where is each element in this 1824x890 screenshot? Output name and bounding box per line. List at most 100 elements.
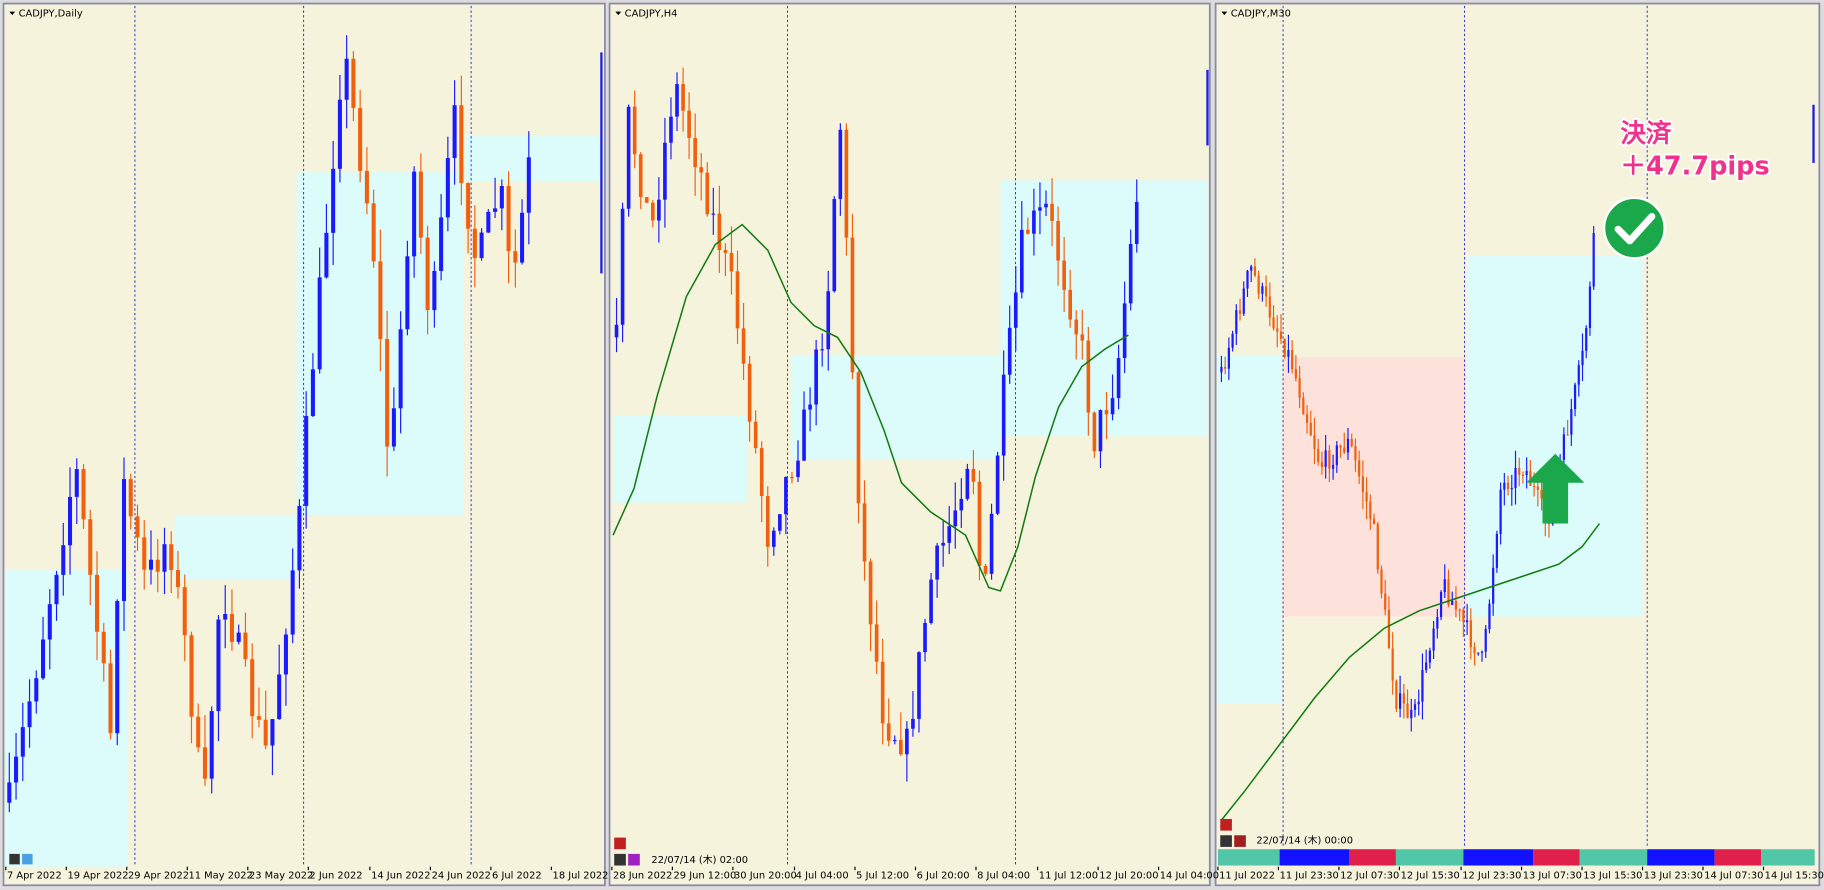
candle-body (1320, 461, 1324, 467)
candle-body (1454, 600, 1458, 610)
candle-body (868, 561, 873, 625)
candle-body (364, 170, 369, 204)
candle-body (771, 530, 776, 547)
candle-body (917, 652, 921, 719)
candle-body (681, 84, 685, 111)
candle-body (1536, 486, 1539, 490)
candle-body (1361, 476, 1364, 493)
candle-body (947, 526, 952, 543)
candle-body (1421, 670, 1424, 702)
timestamp: 22/07/14 (木) 02:00 (651, 854, 748, 866)
candle-body (41, 639, 46, 679)
candle-body (1001, 374, 1006, 456)
moving-average (612, 223, 1129, 592)
x-tick-label: 13 Jul 07:30 (1523, 870, 1582, 881)
candle-body (1369, 501, 1372, 519)
panel-menu-arrow (9, 11, 16, 16)
moving-average (1220, 523, 1601, 821)
candle-body (989, 513, 994, 574)
candle-body (526, 157, 531, 213)
x-tick-label: 13 Jul 23:30 (1644, 870, 1703, 881)
candle-body (892, 739, 897, 742)
candle-body (669, 116, 673, 143)
candle-body (155, 559, 160, 572)
candle-body (699, 167, 704, 173)
x-tick-label: 2 Jun 2022 (309, 870, 362, 881)
candle-body (1380, 569, 1383, 594)
candle-body (1365, 492, 1368, 502)
candle-body (202, 747, 207, 779)
candle-body (358, 107, 363, 171)
icon (22, 853, 33, 865)
candle-body (283, 634, 288, 675)
candle-body (1068, 289, 1073, 320)
candle-body (941, 542, 945, 546)
candle-body (1238, 310, 1242, 314)
icon (1220, 818, 1232, 831)
x-tick-label: 19 Apr 2022 (67, 870, 128, 881)
candle-body (331, 168, 336, 233)
candle-body (479, 232, 484, 259)
candle-body (983, 565, 988, 574)
x-tick-label: 11 May 2022 (188, 870, 252, 881)
candle-body (1074, 319, 1079, 335)
candle-body (1291, 349, 1294, 370)
candle-body (1086, 340, 1091, 413)
x-tick-label: 11 Jul 23:30 (1280, 870, 1339, 881)
candle-body (850, 237, 855, 373)
candle-body (27, 701, 32, 728)
candle-body (1529, 471, 1532, 486)
candle-body (412, 171, 417, 257)
candle-body (765, 496, 770, 547)
candle-body (935, 545, 939, 580)
candle-body (1056, 220, 1060, 261)
candle-body (391, 408, 396, 447)
candle-body (324, 232, 329, 278)
candle-body (1257, 275, 1260, 294)
candle-body (216, 619, 221, 712)
candle-body (675, 84, 679, 117)
candle-body (1410, 709, 1413, 719)
candle-body (337, 99, 342, 169)
candle-body (856, 372, 861, 504)
x-tick-label: 7 Apr 2022 (7, 870, 62, 881)
candles (7, 35, 1595, 813)
x-tick-label: 29 Apr 2022 (128, 870, 189, 881)
candle-body (802, 409, 806, 461)
candle-body (1521, 474, 1525, 476)
candle-body (905, 728, 909, 755)
candle-body (1473, 647, 1476, 654)
candle-body (1313, 435, 1316, 450)
x-tick-label: 11 Jul 12:00 (1039, 870, 1098, 881)
x-tick-label: 6 Jul 20:00 (917, 870, 970, 881)
x-tick-label: 24 Jun 2022 (432, 870, 491, 881)
candle-body (169, 544, 174, 571)
buy-arrow (1526, 453, 1585, 524)
candle-body (1488, 603, 1491, 630)
candle-body (1317, 449, 1320, 462)
candle-body (1092, 412, 1097, 452)
session (1463, 849, 1534, 866)
x-tick-label: 14 Jul 15:30 (1765, 870, 1824, 881)
candle-body (1294, 369, 1297, 379)
candle-body (297, 505, 302, 571)
candle-body (1032, 210, 1036, 234)
x-tick-label: 4 Jul 04:00 (796, 870, 849, 881)
check-mark (1614, 212, 1656, 245)
candle-body (1525, 471, 1528, 476)
candle-body (493, 208, 498, 212)
candle-body (1013, 292, 1018, 328)
session (1217, 849, 1280, 866)
candle-body (1305, 414, 1309, 423)
zone (1468, 255, 1643, 617)
candle-body (808, 404, 812, 410)
x-tick-label: 11 Jul 2022 (1219, 870, 1275, 881)
candle-body (108, 663, 113, 734)
candle-body (135, 516, 140, 538)
candle-body (705, 172, 710, 215)
candle-body (1354, 446, 1357, 461)
candle-body (1495, 533, 1499, 568)
candle-body (687, 110, 691, 138)
session (1579, 849, 1648, 866)
candle-body (1104, 410, 1109, 415)
